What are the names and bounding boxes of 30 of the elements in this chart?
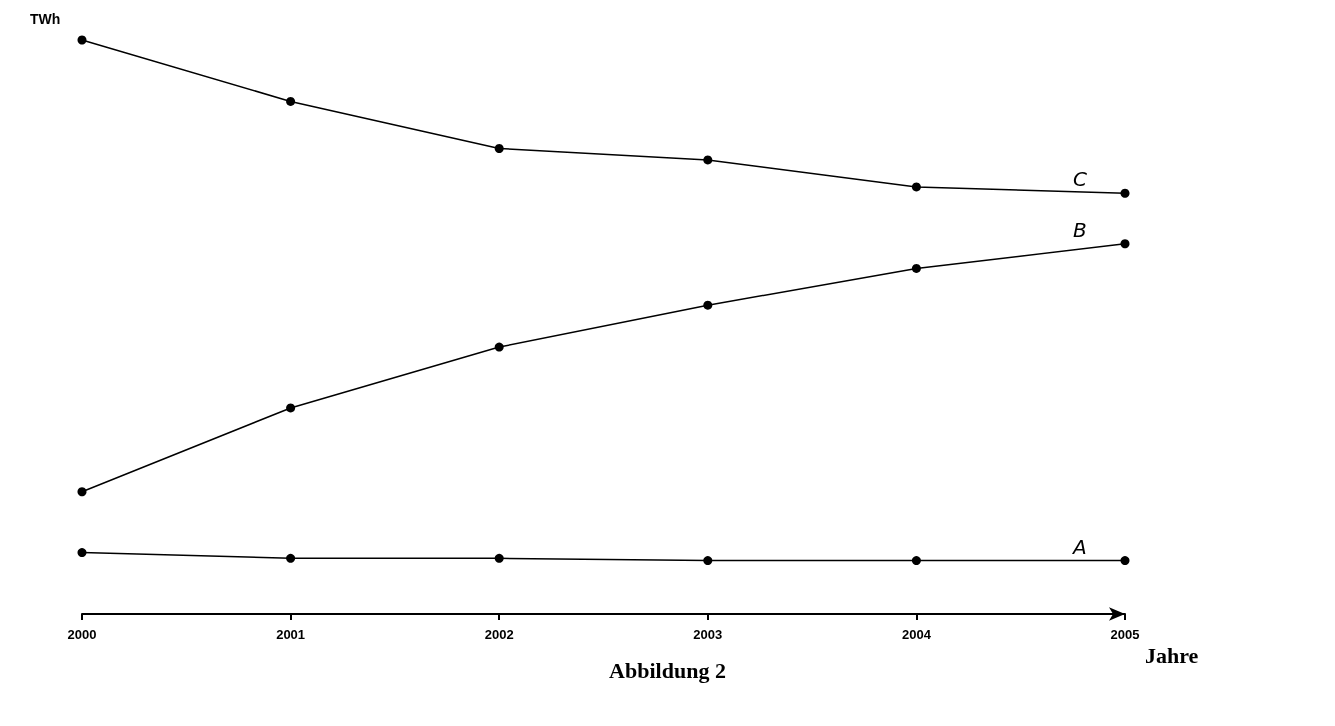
- series-label: C: [1073, 167, 1087, 192]
- point: [286, 553, 296, 563]
- point: [77, 487, 87, 497]
- point: [1120, 239, 1130, 249]
- series-label: B: [1073, 217, 1087, 242]
- x-tick-label: 2001: [276, 627, 306, 642]
- x-tick-label: 2005: [1110, 627, 1140, 642]
- x-tick-label: 2000: [67, 627, 97, 642]
- point: [1120, 556, 1130, 566]
- x-tick-label: 2002: [484, 627, 514, 642]
- point: [286, 403, 296, 413]
- x-tick-label: 2003: [693, 627, 723, 642]
- series-label: A: [1071, 534, 1087, 559]
- x-axis-title: Jahre: [1145, 642, 1199, 668]
- point: [494, 143, 504, 153]
- point: [1120, 188, 1130, 198]
- point: [703, 155, 713, 165]
- point: [911, 263, 921, 273]
- y-axis-title: TWh: [30, 11, 61, 27]
- point: [911, 556, 921, 566]
- point: [286, 96, 296, 106]
- point: [703, 300, 713, 310]
- point: [703, 556, 713, 566]
- point: [77, 35, 87, 45]
- x-tick-label: 2004: [901, 627, 932, 642]
- point: [494, 342, 504, 352]
- text: Abbildung 2: [609, 657, 726, 683]
- point: [77, 548, 87, 558]
- point: [494, 553, 504, 563]
- point: [911, 182, 921, 192]
